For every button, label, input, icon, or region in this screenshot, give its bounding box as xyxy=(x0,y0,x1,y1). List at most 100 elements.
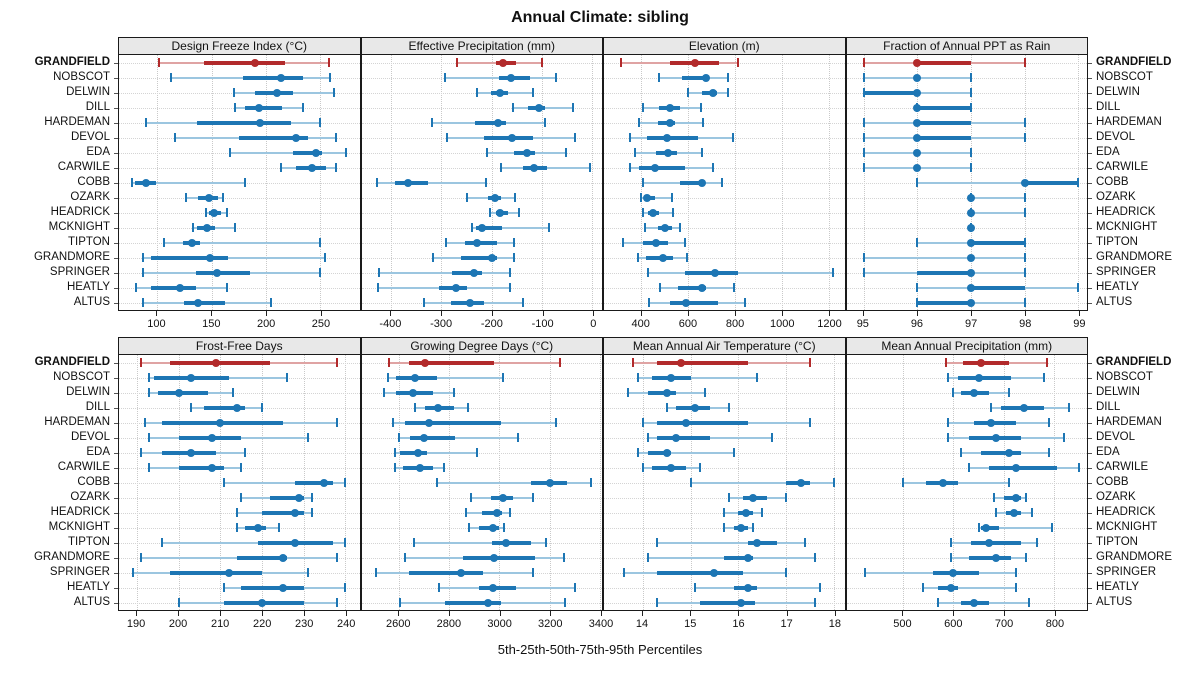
whisker-cap xyxy=(699,463,702,472)
whisker-cap xyxy=(335,358,338,367)
whisker-cap xyxy=(862,73,865,82)
panel-mean-annual-precipitation-mm: Mean Annual Precipitation (mm) 500 600 700 8… xyxy=(845,337,1088,637)
whisker-cap xyxy=(1023,268,1026,277)
station-guide xyxy=(846,407,1087,409)
axis-tick-label: 210 xyxy=(210,618,230,630)
axis-tick-label: 3000 xyxy=(487,618,512,630)
station-guide xyxy=(846,212,1087,214)
median-dot xyxy=(967,223,976,232)
iqr-bar xyxy=(261,510,304,515)
axis-tick-label: 1000 xyxy=(770,318,795,330)
station-guide xyxy=(119,287,360,289)
median-dot xyxy=(522,148,531,157)
median-dot xyxy=(495,88,504,97)
whisker-cap xyxy=(512,253,515,262)
iqr-bar xyxy=(647,390,677,395)
whisker-cap xyxy=(485,148,488,157)
whisker-cap xyxy=(1023,118,1026,127)
iqr-bar xyxy=(917,120,972,125)
station-label-carwile: CARWILE xyxy=(1088,160,1200,175)
percentile-whisker xyxy=(230,151,347,154)
axis-tick xyxy=(834,611,836,616)
whisker-cap xyxy=(344,478,347,487)
whisker-cap xyxy=(277,523,280,532)
strip-label: Elevation (m) xyxy=(603,37,846,55)
panel-frost-free-days: Frost-Free Days 190 200 210 220 230 240 xyxy=(118,337,361,637)
whisker-cap xyxy=(231,388,234,397)
iqr-bar xyxy=(670,300,719,305)
whisker-cap xyxy=(683,238,686,247)
whisker-cap xyxy=(990,403,993,412)
whisker-cap xyxy=(862,148,865,157)
axis-tick xyxy=(690,611,692,616)
station-guide xyxy=(604,392,845,394)
median-dot xyxy=(174,388,183,397)
iqr-bar xyxy=(682,75,710,80)
median-dot xyxy=(946,583,955,592)
whisker-cap xyxy=(1023,58,1026,67)
station-label-eda: EDA xyxy=(0,145,118,160)
station-guide xyxy=(604,242,845,244)
whisker-cap xyxy=(628,133,631,142)
whisker-cap xyxy=(141,253,144,262)
station-guide xyxy=(361,452,602,454)
whisker-cap xyxy=(731,133,734,142)
whisker-cap xyxy=(423,298,426,307)
median-dot xyxy=(681,418,690,427)
median-dot xyxy=(507,73,516,82)
station-label-nobscot: NOBSCOT xyxy=(1088,70,1200,85)
whisker-cap xyxy=(562,553,565,562)
whisker-cap xyxy=(170,73,173,82)
iqr-bar xyxy=(170,360,271,365)
station-label-altus: ALTUS xyxy=(0,595,118,610)
whisker-cap xyxy=(177,598,180,607)
iqr-bar xyxy=(724,555,753,560)
whisker-cap xyxy=(285,373,288,382)
station-label-mcknight: MCKNIGHT xyxy=(1088,520,1200,535)
whisker-cap xyxy=(131,568,134,577)
station-label-carwile: CARWILE xyxy=(1088,460,1200,475)
station-guide xyxy=(361,467,602,469)
whisker-cap xyxy=(1078,463,1081,472)
median-dot xyxy=(278,583,287,592)
whisker-cap xyxy=(544,118,547,127)
station-label-nobscot: NOBSCOT xyxy=(1088,370,1200,385)
whisker-cap xyxy=(140,358,143,367)
iqr-bar xyxy=(408,570,484,575)
whisker-cap xyxy=(638,118,641,127)
iqr-bar xyxy=(293,150,323,155)
whisker-cap xyxy=(1035,538,1038,547)
whisker-cap xyxy=(141,268,144,277)
station-guide xyxy=(846,497,1087,499)
station-label-delwin: DELWIN xyxy=(0,85,118,100)
whisker-cap xyxy=(335,553,338,562)
axis-tick xyxy=(448,611,450,616)
median-dot xyxy=(702,73,711,82)
station-label-ozark: OZARK xyxy=(1088,490,1200,505)
station-label-grandfield: GRANDFIELD xyxy=(0,55,118,70)
axis-tick-label: 200 xyxy=(168,618,188,630)
whisker-cap xyxy=(471,223,474,232)
whisker-cap xyxy=(818,583,821,592)
station-label-dill: DILL xyxy=(1088,100,1200,115)
whisker-cap xyxy=(502,373,505,382)
whisker-cap xyxy=(565,148,568,157)
median-dot xyxy=(982,523,991,532)
median-dot xyxy=(277,73,286,82)
median-dot xyxy=(307,163,316,172)
whisker-cap xyxy=(572,103,575,112)
median-dot xyxy=(1009,508,1018,517)
median-dot xyxy=(691,403,700,412)
whisker-cap xyxy=(310,493,313,502)
iqr-bar xyxy=(700,600,756,605)
whisker-cap xyxy=(173,133,176,142)
whisker-cap xyxy=(701,118,704,127)
station-label-heatly: HEATLY xyxy=(1088,580,1200,595)
whisker-cap xyxy=(671,208,674,217)
median-dot xyxy=(251,58,260,67)
percentile-whisker xyxy=(863,256,1025,259)
x-axis: 400 600 800 1000 1200 xyxy=(603,311,846,337)
percentile-whisker xyxy=(132,181,246,184)
median-dot xyxy=(142,178,151,187)
whisker-cap xyxy=(394,448,397,457)
